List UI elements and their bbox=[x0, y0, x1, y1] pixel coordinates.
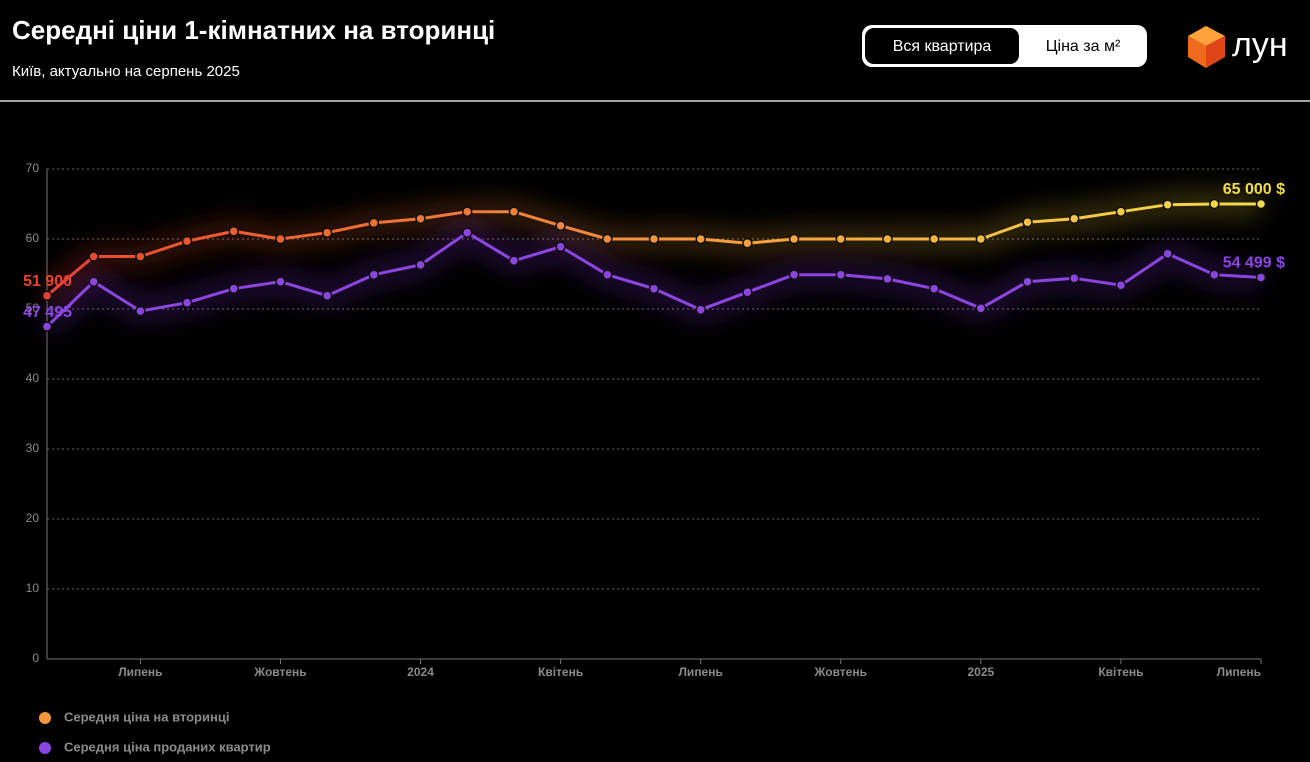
data-point bbox=[742, 237, 753, 249]
legend-label: Середня ціна на вторинці bbox=[64, 709, 229, 724]
value-label: 51 900 bbox=[23, 273, 72, 290]
y-tick-label: 60 bbox=[26, 231, 40, 245]
data-point bbox=[975, 303, 987, 314]
data-point bbox=[602, 269, 613, 280]
data-point bbox=[788, 269, 800, 280]
data-point bbox=[1022, 276, 1033, 287]
logo-text: лун bbox=[1232, 26, 1288, 64]
x-tick-label: Квітень bbox=[538, 665, 583, 679]
y-tick-label: 50 bbox=[26, 301, 40, 315]
data-point bbox=[321, 290, 333, 301]
data-point bbox=[135, 251, 146, 262]
toggle-option[interactable]: Ціна за м² bbox=[1046, 38, 1121, 55]
logo-icon bbox=[1188, 26, 1225, 68]
data-point bbox=[602, 233, 613, 245]
data-point bbox=[181, 297, 193, 308]
data-point bbox=[695, 233, 706, 245]
data-point bbox=[461, 206, 473, 217]
data-point bbox=[555, 241, 566, 252]
data-point bbox=[648, 283, 660, 294]
data-point bbox=[1209, 198, 1220, 210]
value-label: 54 499 $ bbox=[1223, 255, 1285, 272]
data-point bbox=[88, 251, 99, 262]
data-point bbox=[275, 276, 286, 287]
data-point bbox=[882, 233, 893, 245]
x-tick-label: Липень bbox=[1217, 665, 1261, 679]
data-point bbox=[321, 227, 333, 238]
x-tick-label: Квітень bbox=[1098, 665, 1143, 679]
y-tick-label: 30 bbox=[26, 441, 40, 455]
data-point bbox=[788, 233, 800, 245]
data-point bbox=[975, 233, 987, 245]
data-point bbox=[275, 233, 286, 245]
data-point bbox=[1209, 269, 1220, 280]
data-point bbox=[1255, 198, 1267, 210]
data-point bbox=[508, 255, 520, 266]
data-point bbox=[1068, 272, 1080, 284]
data-point bbox=[1162, 248, 1173, 259]
data-point bbox=[1022, 216, 1033, 228]
data-point bbox=[835, 269, 847, 280]
data-point bbox=[415, 213, 426, 224]
y-tick-label: 20 bbox=[26, 511, 40, 525]
data-point bbox=[228, 283, 240, 294]
data-point bbox=[415, 259, 426, 271]
toggle-option[interactable]: Вся квартира bbox=[893, 38, 992, 55]
data-point bbox=[368, 269, 380, 280]
data-point bbox=[555, 220, 566, 231]
value-label: 65 000 $ bbox=[1223, 181, 1285, 198]
data-point bbox=[41, 290, 53, 301]
y-tick-label: 70 bbox=[26, 161, 40, 175]
data-point bbox=[1115, 279, 1127, 291]
data-point bbox=[181, 235, 193, 247]
y-tick-label: 0 bbox=[32, 651, 39, 665]
x-tick-label: Жовтень bbox=[814, 665, 867, 679]
x-tick-label: 2025 bbox=[967, 665, 994, 679]
data-point bbox=[368, 217, 380, 229]
data-point bbox=[648, 233, 660, 245]
data-point bbox=[1255, 272, 1267, 283]
data-point bbox=[1068, 213, 1080, 224]
data-point bbox=[41, 321, 53, 332]
data-point bbox=[695, 304, 706, 315]
data-point bbox=[742, 286, 753, 298]
data-point bbox=[461, 227, 473, 238]
legend-label: Середня ціна проданих квартир bbox=[64, 739, 271, 754]
data-point bbox=[508, 206, 520, 217]
data-point bbox=[928, 233, 940, 245]
data-point bbox=[928, 283, 940, 294]
chart-title: Середні ціни 1-кімнатних на вторинці bbox=[12, 15, 495, 45]
toggle-active[interactable] bbox=[865, 28, 1019, 64]
x-tick-label: 2024 bbox=[407, 665, 434, 679]
data-point bbox=[835, 233, 847, 245]
data-point bbox=[135, 305, 146, 317]
data-point bbox=[882, 273, 893, 285]
x-tick-label: Жовтень bbox=[253, 665, 306, 679]
data-point bbox=[88, 276, 99, 287]
legend-marker bbox=[39, 742, 51, 754]
data-point bbox=[228, 226, 240, 237]
y-tick-label: 40 bbox=[26, 371, 40, 385]
data-point bbox=[1115, 206, 1127, 217]
value-label: 47 495 bbox=[23, 304, 72, 321]
x-tick-label: Липень bbox=[118, 665, 162, 679]
x-tick-label: Липень bbox=[679, 665, 723, 679]
data-point bbox=[1162, 199, 1173, 210]
legend-marker bbox=[39, 712, 51, 724]
chart-subtitle: Київ, актуально на серпень 2025 bbox=[12, 63, 240, 80]
y-tick-label: 10 bbox=[26, 581, 40, 595]
